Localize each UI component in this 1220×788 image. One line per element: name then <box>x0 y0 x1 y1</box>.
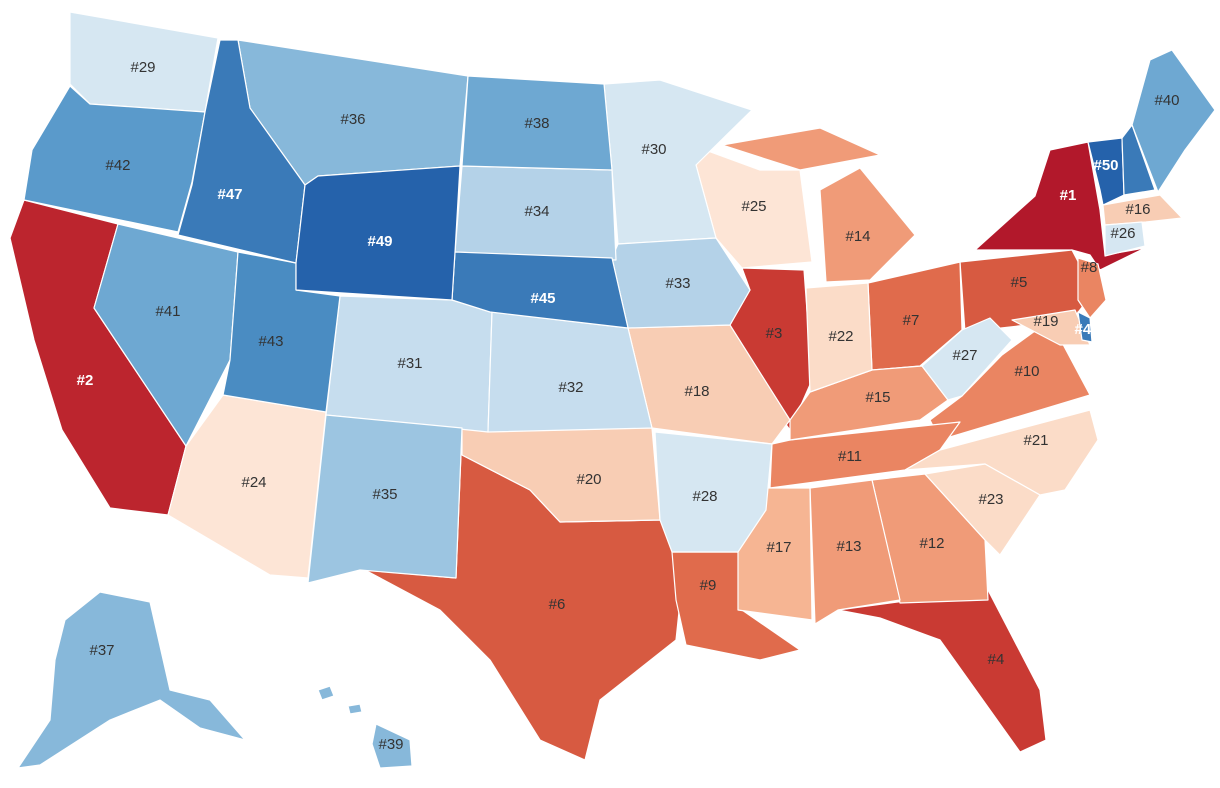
rank-label-ma: #16 <box>1125 201 1150 218</box>
rank-label-wi: #25 <box>741 198 766 215</box>
state-nh <box>1121 124 1156 196</box>
rank-label-me: #40 <box>1154 92 1179 109</box>
state-nv <box>93 223 239 447</box>
rank-label-wv: #27 <box>952 347 977 364</box>
rank-label-nv: #41 <box>155 303 180 320</box>
state-rank-labels: #1 #2 #3 #4 #5 #6 #7 #8 #9 #10 #11 #12 #13 #14 #15 #16 #… <box>77 59 1180 753</box>
state-nj <box>1077 257 1107 319</box>
rank-label-ok: #20 <box>576 471 601 488</box>
state-nd <box>461 75 613 171</box>
rank-label-mt: #36 <box>340 111 365 128</box>
rank-label-mo: #18 <box>684 383 709 400</box>
state-shapes <box>9 11 1216 769</box>
state-ar <box>654 431 773 553</box>
state-vt <box>1087 137 1125 206</box>
rank-label-mn: #30 <box>641 141 666 158</box>
rank-label-ar: #28 <box>692 488 717 505</box>
rank-label-az: #24 <box>241 474 266 491</box>
rank-label-ne: #45 <box>530 290 555 307</box>
rank-label-ca: #2 <box>77 372 94 389</box>
state-hi <box>317 685 413 769</box>
rank-label-ct: #26 <box>1110 225 1135 242</box>
rank-label-id: #47 <box>217 186 242 203</box>
rank-label-wa: #29 <box>130 59 155 76</box>
rank-label-al: #13 <box>836 538 861 555</box>
rank-label-tn: #11 <box>838 448 862 465</box>
rank-label-ak: #37 <box>89 642 114 659</box>
rank-label-wy: #49 <box>367 233 392 250</box>
rank-label-vt: #50 <box>1093 157 1118 174</box>
state-fl <box>837 589 1047 753</box>
rank-label-tx: #6 <box>549 596 566 613</box>
rank-label-pa: #5 <box>1011 274 1028 291</box>
rank-label-nc: #21 <box>1023 432 1048 449</box>
state-wv <box>921 317 1013 401</box>
state-ks <box>487 311 653 433</box>
state-md <box>1011 309 1091 346</box>
state-mi <box>721 127 916 283</box>
rank-label-nd: #38 <box>524 115 549 132</box>
state-de <box>1077 311 1093 343</box>
rank-label-or: #42 <box>105 157 130 174</box>
rank-label-ms: #17 <box>766 539 791 556</box>
rank-label-oh: #7 <box>903 312 920 329</box>
rank-label-la: #9 <box>700 577 717 594</box>
state-wy <box>295 165 461 301</box>
state-ma <box>1102 194 1183 226</box>
state-or <box>23 85 206 233</box>
state-ak <box>17 591 246 769</box>
rank-label-de: #46 <box>1074 321 1099 338</box>
state-al <box>809 479 901 625</box>
state-sc <box>924 463 1041 556</box>
rank-label-va: #10 <box>1014 363 1039 380</box>
rank-label-hi: #39 <box>378 736 403 753</box>
rank-label-il: #3 <box>766 325 783 342</box>
rank-label-sd: #34 <box>524 203 549 220</box>
rank-label-ut: #43 <box>258 333 283 350</box>
rank-label-ga: #12 <box>919 535 944 552</box>
rank-label-ia: #33 <box>665 275 690 292</box>
rank-label-nm: #35 <box>372 486 397 503</box>
state-in <box>805 282 873 393</box>
state-nm <box>307 414 463 584</box>
state-me <box>1131 49 1216 193</box>
rank-label-co: #31 <box>397 355 422 372</box>
rank-label-nj: #8 <box>1081 259 1098 276</box>
rank-label-ky: #15 <box>865 389 890 406</box>
state-ct <box>1104 221 1146 257</box>
rank-label-fl: #4 <box>988 651 1005 668</box>
rank-label-ks: #32 <box>558 379 583 396</box>
rank-label-in: #22 <box>828 328 853 345</box>
rank-label-sc: #23 <box>978 491 1003 508</box>
rank-label-mi: #14 <box>845 228 870 245</box>
rank-label-ny: #1 <box>1060 187 1077 204</box>
rank-label-md: #19 <box>1033 313 1058 330</box>
